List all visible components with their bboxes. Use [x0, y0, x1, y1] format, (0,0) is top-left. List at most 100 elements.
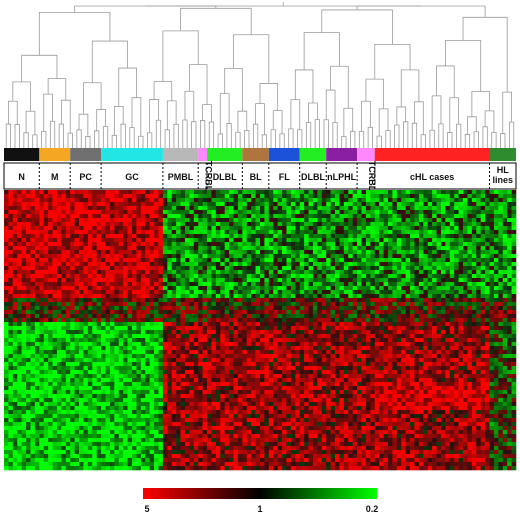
heatmap-cell: [145, 266, 150, 271]
heatmap-cell: [264, 190, 270, 195]
dendrogram: [5, 2, 515, 148]
heatmap-cell: [140, 198, 146, 203]
heatmap-cell: [167, 350, 173, 355]
heatmap-cell: [105, 322, 111, 327]
heatmap-cell: [432, 290, 437, 295]
heatmap-cell: [418, 270, 424, 275]
heatmap-cell: [352, 342, 358, 347]
heatmap-cell: [176, 302, 181, 307]
heatmap-cell: [348, 234, 353, 239]
heatmap-cell: [4, 306, 9, 311]
heatmap-cell: [202, 346, 208, 351]
heatmap-cell: [361, 286, 367, 291]
heatmap-cell: [493, 326, 499, 331]
heatmap-cell: [405, 270, 411, 275]
heatmap-cell: [87, 278, 93, 283]
heatmap-cell: [105, 202, 111, 207]
heatmap-cell: [17, 230, 22, 235]
heatmap-cell: [440, 234, 446, 239]
heatmap-cell: [502, 262, 508, 267]
heatmap-cell: [427, 234, 433, 239]
heatmap-cell: [79, 278, 84, 283]
heatmap-cell: [260, 350, 265, 355]
heatmap-cell: [449, 274, 455, 279]
heatmap-cell: [79, 314, 84, 319]
heatmap-cell: [154, 262, 159, 267]
heatmap-cell: [34, 322, 40, 327]
heatmap-cell: [34, 206, 40, 211]
heatmap-cell: [286, 190, 292, 195]
heatmap-cell: [211, 298, 217, 303]
heatmap-cell: [109, 210, 115, 215]
heatmap-cell: [162, 306, 168, 311]
heatmap-cell: [454, 238, 459, 243]
heatmap-cell: [229, 322, 234, 327]
heatmap-cell: [480, 338, 486, 343]
heatmap-cell: [493, 210, 499, 215]
heatmap-cell: [436, 298, 442, 303]
heatmap-cell: [326, 298, 331, 303]
heatmap-cell: [34, 210, 40, 215]
heatmap-cell: [507, 338, 512, 343]
group-label: TCRBL: [367, 161, 377, 192]
heatmap-cell: [352, 266, 358, 271]
heatmap-cell: [418, 298, 424, 303]
heatmap-cell: [330, 194, 336, 199]
heatmap-cell: [220, 338, 225, 343]
heatmap-cell: [273, 342, 278, 347]
heatmap-cell: [255, 202, 261, 207]
heatmap-cell: [290, 286, 296, 291]
heatmap-cell: [101, 230, 106, 235]
heatmap-cell: [374, 318, 380, 323]
heatmap-cell: [432, 294, 437, 299]
heatmap-cell: [485, 214, 490, 219]
heatmap-cell: [109, 202, 115, 207]
heatmap-cell: [423, 222, 429, 227]
heatmap-cell: [427, 230, 433, 235]
heatmap-cell: [432, 310, 437, 315]
heatmap-cell: [392, 250, 398, 255]
heatmap-cell: [34, 290, 40, 295]
heatmap-cell: [39, 294, 45, 299]
heatmap-cell: [370, 286, 376, 291]
heatmap-cell: [388, 198, 393, 203]
heatmap-cell: [237, 334, 243, 339]
heatmap-cell: [83, 338, 89, 343]
heatmap-cell: [43, 322, 49, 327]
heatmap-cell: [12, 274, 18, 279]
heatmap-cell: [12, 210, 18, 215]
heatmap-cell: [295, 194, 301, 199]
heatmap-cell: [114, 270, 120, 275]
heatmap-cell: [4, 330, 9, 335]
heatmap-cell: [290, 338, 296, 343]
heatmap-cell: [480, 298, 486, 303]
heatmap-cell: [392, 246, 398, 251]
heatmap-cell: [379, 338, 384, 343]
heatmap-cell: [43, 238, 49, 243]
heatmap-cell: [498, 238, 504, 243]
heatmap-cell: [317, 194, 323, 199]
heatmap-cell: [70, 206, 75, 211]
heatmap-cell: [87, 290, 93, 295]
heatmap-cell: [8, 326, 14, 331]
heatmap-cell: [162, 322, 168, 327]
heatmap-cell: [432, 318, 437, 323]
heatmap-cell: [109, 246, 115, 251]
heatmap-cell: [92, 226, 97, 231]
heatmap-cell: [489, 298, 495, 303]
heatmap-cell: [361, 318, 367, 323]
heatmap-cell: [207, 238, 212, 243]
heatmap-cell: [211, 262, 217, 267]
heatmap-cell: [34, 190, 40, 195]
heatmap-cell: [485, 206, 490, 211]
heatmap-cell: [114, 346, 120, 351]
heatmap-cell: [211, 354, 217, 359]
heatmap-cell: [233, 322, 239, 327]
heatmap-cell: [414, 350, 420, 355]
heatmap-cell: [268, 298, 274, 303]
heatmap-cell: [502, 250, 508, 255]
heatmap-cell: [260, 342, 265, 347]
heatmap-cell: [255, 234, 261, 239]
heatmap-cell: [352, 250, 358, 255]
heatmap-cell: [52, 222, 58, 227]
